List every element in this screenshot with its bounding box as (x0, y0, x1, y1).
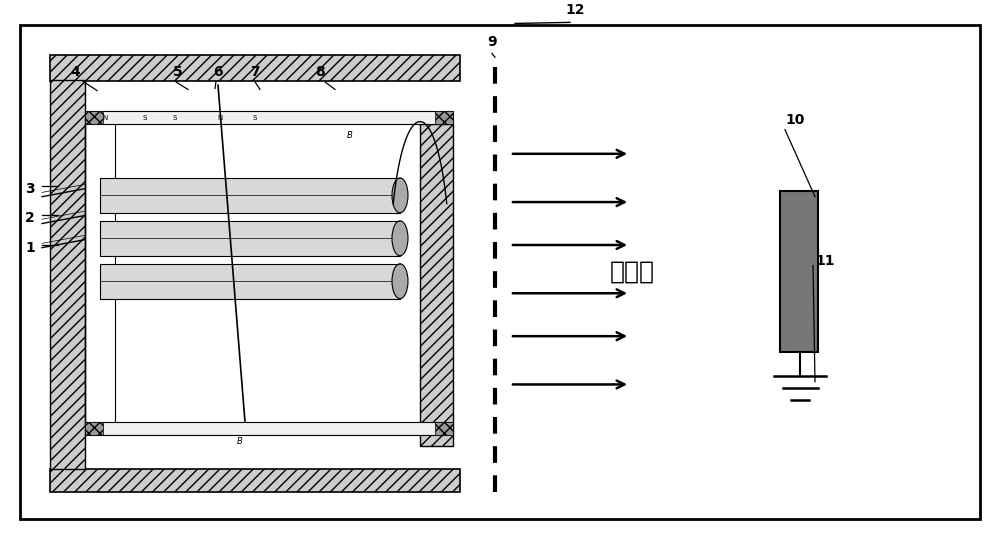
Bar (85, 111, 453, 124)
Bar (780, 191, 818, 352)
Text: 7: 7 (250, 65, 260, 79)
Bar (50, 469, 460, 492)
Text: 4: 4 (70, 65, 80, 79)
Text: 2: 2 (25, 211, 35, 225)
Text: 1: 1 (25, 241, 35, 255)
Text: 8: 8 (315, 65, 325, 79)
Bar (100, 178, 400, 213)
Bar (420, 124, 453, 446)
Text: N: N (102, 114, 108, 120)
Text: S: S (253, 114, 257, 120)
Text: B: B (237, 437, 243, 447)
Bar (50, 55, 460, 82)
Text: S: S (173, 114, 177, 120)
Text: 3: 3 (25, 181, 35, 195)
Bar (85, 422, 103, 435)
Text: 10: 10 (785, 113, 804, 127)
Bar (85, 111, 103, 124)
Ellipse shape (392, 178, 408, 213)
Bar (100, 264, 400, 299)
Text: B: B (347, 131, 353, 139)
Bar (50, 80, 85, 469)
Bar (85, 422, 453, 435)
Text: S: S (143, 114, 147, 120)
Ellipse shape (392, 264, 408, 299)
Bar (85, 80, 420, 469)
Bar (435, 422, 453, 435)
Text: 5: 5 (173, 65, 183, 79)
Text: 11: 11 (815, 254, 834, 268)
Bar (100, 221, 400, 256)
Text: 6: 6 (213, 65, 223, 79)
Text: 12: 12 (565, 3, 585, 17)
Text: N: N (217, 114, 223, 120)
Text: 离子束: 离子束 (610, 260, 655, 284)
Bar (435, 111, 453, 124)
Text: 9: 9 (487, 35, 497, 49)
Ellipse shape (392, 221, 408, 256)
